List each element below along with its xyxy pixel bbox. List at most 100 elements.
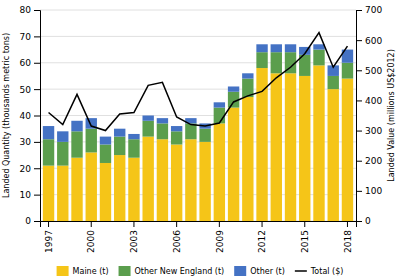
y-axis-title: Landed Quantity (thousands metric tons): [2, 33, 11, 198]
tick-mark: [304, 221, 305, 227]
bar: [100, 145, 111, 163]
bar: [285, 73, 296, 221]
bar: [128, 158, 139, 221]
legend-label: Total ($): [310, 267, 344, 276]
bar-series: [43, 44, 353, 144]
tick: 2009: [215, 221, 225, 253]
tick-label: 2018: [343, 230, 353, 253]
axis-line: [41, 222, 357, 228]
bar: [214, 102, 225, 107]
tick: 300: [356, 126, 382, 136]
bar: [313, 44, 324, 49]
tick: 700: [356, 5, 382, 15]
tick-label: 100: [365, 186, 382, 196]
bar: [71, 121, 82, 132]
tick: 80: [20, 5, 40, 15]
bar: [57, 142, 68, 166]
bar: [86, 129, 97, 153]
tick-label: 40: [20, 111, 32, 121]
legend-label: Other New England (t): [135, 267, 225, 276]
bar: [185, 139, 196, 221]
bar: [57, 166, 68, 221]
bar: [256, 52, 267, 68]
legend: Maine (t) Other New England (t) Other (t) T…: [57, 266, 344, 276]
bar: [228, 86, 239, 91]
legend-item: Total ($): [295, 267, 344, 276]
tick: 100: [356, 186, 382, 196]
tick: 500: [356, 66, 382, 76]
tick-label: 2009: [215, 230, 225, 253]
y-axis: 0 10 20 30 40 50 60 70 80: [20, 5, 41, 226]
bar: [43, 166, 54, 221]
bar: [328, 89, 339, 221]
tick-mark: [34, 36, 40, 37]
tick-label: 50: [20, 85, 32, 95]
bar: [100, 163, 111, 221]
bar: [199, 142, 210, 221]
bar: [285, 44, 296, 52]
grid-line: [40, 36, 356, 37]
bar: [43, 126, 54, 139]
tick-mark: [34, 168, 40, 169]
bar: [157, 139, 168, 221]
tick-mark: [91, 221, 92, 227]
legend-label: Other (t): [250, 267, 285, 276]
bar: [171, 145, 182, 221]
bar: [100, 137, 111, 145]
tick-mark: [34, 195, 40, 196]
tick-label: 300: [365, 126, 382, 136]
tick-label: 20: [20, 164, 32, 174]
tick-mark: [356, 161, 362, 162]
tick: 2003: [129, 221, 139, 253]
tick-mark: [34, 89, 40, 90]
tick: 50: [20, 85, 40, 95]
tick-label: 60: [20, 58, 32, 68]
tick: 30: [20, 137, 40, 147]
legend-swatch: [234, 266, 246, 276]
legend-item: Maine (t): [57, 266, 109, 276]
tick-label: 80: [20, 5, 32, 15]
tick: 60: [20, 58, 40, 68]
tick: 200: [356, 156, 382, 166]
bar: [142, 137, 153, 221]
bar: [256, 44, 267, 52]
axis-line: [34, 11, 41, 222]
legend-item: Other New England (t): [119, 266, 225, 276]
bar: [228, 108, 239, 221]
tick: 20: [20, 164, 40, 174]
bar: [71, 131, 82, 157]
bar: [299, 76, 310, 221]
x-axis: 19972000200320062009201220152018: [41, 221, 357, 253]
bar: [214, 123, 225, 221]
plot: 1997200020032006200920122015201801020304…: [2, 5, 396, 253]
tick-mark: [48, 221, 49, 227]
bar: [313, 50, 324, 66]
bar: [171, 131, 182, 144]
tick: 70: [20, 32, 40, 42]
tick: 2015: [300, 221, 310, 253]
tick: 2000: [86, 221, 96, 253]
tick-mark: [356, 131, 362, 132]
bar: [128, 134, 139, 139]
tick-mark: [34, 10, 40, 11]
tick-label: 70: [20, 32, 32, 42]
legend-label: Maine (t): [73, 267, 109, 276]
bar: [328, 76, 339, 89]
legend-swatch: [295, 270, 307, 272]
tick-mark: [356, 70, 362, 71]
chart: 1997200020032006200920122015201801020304…: [0, 0, 400, 279]
bar: [342, 63, 353, 79]
bar: [86, 152, 97, 221]
tick-label: 10: [20, 190, 32, 200]
tick-label: 2006: [172, 230, 182, 253]
tick: 2006: [172, 221, 182, 253]
bar: [171, 126, 182, 131]
tick-label: 2015: [300, 230, 310, 253]
tick-mark: [34, 63, 40, 64]
y2-axis-title: Landed Value (millions US$2012): [387, 49, 396, 182]
tick: 2012: [257, 221, 267, 253]
tick-label: 0: [25, 216, 31, 226]
bar: [271, 73, 282, 221]
y2-axis: 0100200300400500600700: [356, 5, 382, 226]
tick-label: 500: [365, 66, 382, 76]
